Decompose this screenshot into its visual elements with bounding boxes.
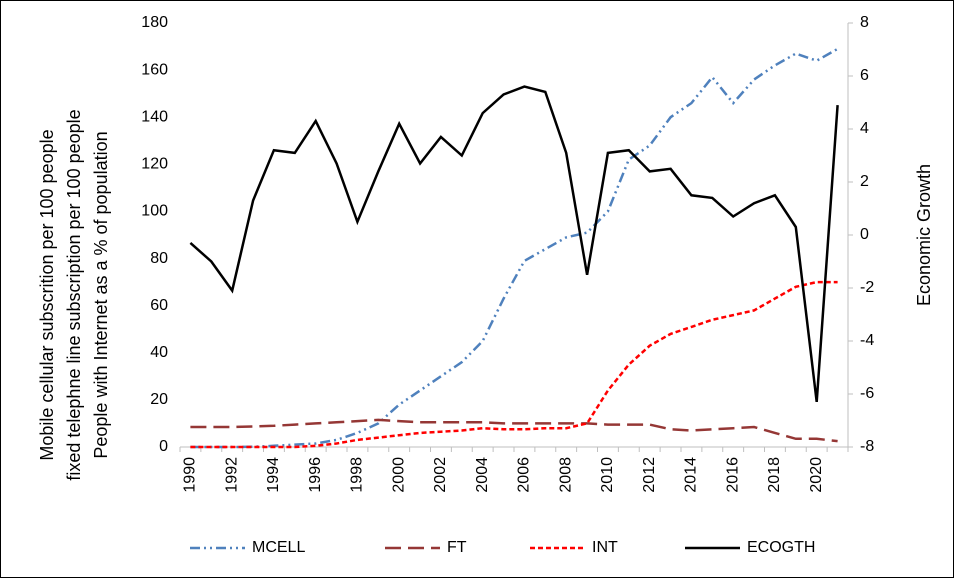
- y-tick-label: 40: [150, 344, 168, 361]
- y-tick-label: 100: [141, 203, 168, 220]
- y-tick-label: 60: [150, 297, 168, 314]
- y2-tick-label: -2: [860, 279, 874, 296]
- x-tick-label: 1996: [307, 457, 324, 493]
- y-tick-label: 80: [150, 250, 168, 267]
- y-axis-title: People with Internet as a % of populatio…: [91, 131, 111, 458]
- y2-tick-label: -6: [860, 385, 874, 402]
- series-line: [190, 418, 838, 443]
- x-tick-label: 1998: [349, 457, 366, 493]
- x-tick-label: 2002: [432, 457, 449, 493]
- legend-label: MCELL: [252, 539, 305, 556]
- y-tick-label: 0: [159, 438, 168, 455]
- y2-tick-label: -4: [860, 332, 874, 349]
- y-axis-title: Mobile cellular subscrition per 100 peop…: [37, 129, 57, 460]
- x-tick-label: 2010: [599, 457, 616, 493]
- series-line: [189, 85, 839, 403]
- y-tick-label: 160: [141, 61, 168, 78]
- x-tick-label: 1992: [223, 457, 240, 493]
- y-tick-label: 140: [141, 108, 168, 125]
- x-tick-label: 2008: [557, 457, 574, 493]
- legend-label: ECOGTH: [747, 539, 815, 556]
- x-tick-label: 2018: [766, 457, 783, 493]
- x-tick-label: 2004: [474, 457, 491, 493]
- y2-axis-title: Economic Growth: [914, 164, 934, 306]
- x-tick-label: 2020: [808, 457, 825, 493]
- x-tick-label: 2012: [641, 457, 658, 493]
- legend-label: INT: [592, 539, 618, 556]
- x-tick-label: 2016: [724, 457, 741, 493]
- y2-tick-label: 4: [860, 120, 869, 137]
- x-tick-label: 2014: [683, 457, 700, 493]
- y2-tick-label: 6: [860, 67, 869, 84]
- y2-tick-label: 0: [860, 226, 869, 243]
- y-axis-title: fixed telephne line subscription per 100…: [64, 109, 84, 480]
- y2-tick-label: 2: [860, 173, 869, 190]
- y-tick-label: 180: [141, 14, 168, 31]
- series-line: [190, 47, 839, 449]
- series-line: [190, 280, 838, 449]
- y-tick-label: 120: [141, 156, 168, 173]
- y2-tick-label: -8: [860, 438, 874, 455]
- x-tick-label: 1990: [182, 457, 199, 493]
- y2-tick-label: 8: [860, 14, 869, 31]
- y-tick-label: 20: [150, 391, 168, 408]
- x-tick-label: 2006: [516, 457, 533, 493]
- x-tick-label: 1994: [265, 457, 282, 493]
- legend-label: FT: [447, 539, 467, 556]
- x-tick-label: 2000: [390, 457, 407, 493]
